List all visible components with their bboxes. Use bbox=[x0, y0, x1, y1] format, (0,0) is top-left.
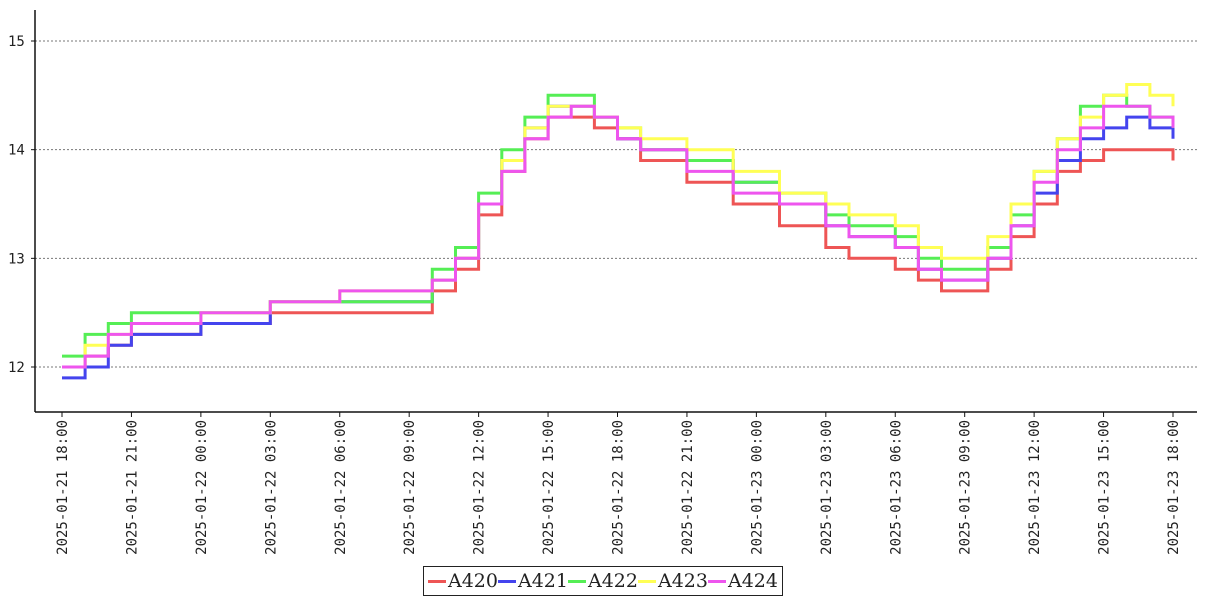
y-tick-labels: 12 13 14 15 bbox=[8, 34, 35, 376]
x-tick-label: 2025-01-23 15:00 bbox=[1097, 420, 1113, 555]
legend-label: A421 bbox=[518, 570, 568, 592]
legend-item: A423 bbox=[638, 570, 708, 592]
x-tick-label: 2025-01-22 15:00 bbox=[541, 420, 557, 555]
x-tick-label: 2025-01-23 03:00 bbox=[819, 420, 835, 555]
x-tick-label: 2025-01-22 12:00 bbox=[472, 420, 488, 555]
x-tick-label: 2025-01-22 06:00 bbox=[333, 420, 349, 555]
x-tick-label: 2025-01-22 00:00 bbox=[194, 420, 210, 555]
legend-label: A422 bbox=[588, 570, 638, 592]
chart-legend: A420 A421 A422 A423 A424 bbox=[423, 566, 783, 596]
x-tick-label: 2025-01-21 18:00 bbox=[55, 420, 71, 555]
x-tick-label: 2025-01-22 18:00 bbox=[611, 420, 627, 555]
legend-label: A420 bbox=[448, 570, 498, 592]
y-tick-label: 12 bbox=[8, 360, 25, 376]
legend-swatch bbox=[498, 579, 516, 583]
y-tick-label: 14 bbox=[8, 143, 25, 159]
legend-item: A421 bbox=[498, 570, 568, 592]
series-line-a420 bbox=[62, 115, 1175, 369]
x-tick-label: 2025-01-23 06:00 bbox=[888, 420, 904, 555]
series-line-a421 bbox=[62, 104, 1175, 380]
legend-swatch bbox=[708, 579, 726, 583]
x-tick-label: 2025-01-23 00:00 bbox=[749, 420, 765, 555]
y-tick-label: 15 bbox=[8, 34, 25, 50]
legend-item: A422 bbox=[568, 570, 638, 592]
x-tick-labels: 2025-01-21 18:00 2025-01-21 21:00 2025-01-… bbox=[55, 412, 1182, 555]
x-tick-label: 2025-01-21 21:00 bbox=[124, 420, 140, 555]
legend-label: A423 bbox=[658, 570, 708, 592]
legend-swatch bbox=[568, 579, 586, 583]
legend-item: A424 bbox=[708, 570, 778, 592]
x-tick-label: 2025-01-23 09:00 bbox=[958, 420, 974, 555]
series-line-a424 bbox=[62, 104, 1175, 369]
y-tick-label: 13 bbox=[8, 251, 25, 267]
x-tick-label: 2025-01-23 18:00 bbox=[1166, 420, 1182, 555]
x-tick-label: 2025-01-22 03:00 bbox=[263, 420, 279, 555]
legend-swatch bbox=[428, 579, 446, 583]
axes bbox=[34, 10, 1197, 413]
x-tick-label: 2025-01-23 12:00 bbox=[1027, 420, 1043, 555]
legend-swatch bbox=[638, 579, 656, 583]
legend-label: A424 bbox=[728, 570, 778, 592]
x-tick-label: 2025-01-22 21:00 bbox=[680, 420, 696, 555]
x-tick-label: 2025-01-22 09:00 bbox=[402, 420, 418, 555]
legend-item: A420 bbox=[428, 570, 498, 592]
series-lines bbox=[62, 83, 1175, 380]
